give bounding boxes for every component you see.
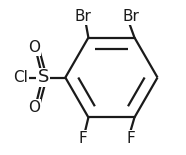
Text: F: F [79,131,87,146]
Text: O: O [28,100,40,115]
Text: S: S [37,69,49,86]
Text: F: F [126,131,135,146]
Text: O: O [28,40,40,55]
Text: Br: Br [75,9,92,24]
Text: Cl: Cl [13,70,28,85]
Text: Br: Br [122,9,139,24]
